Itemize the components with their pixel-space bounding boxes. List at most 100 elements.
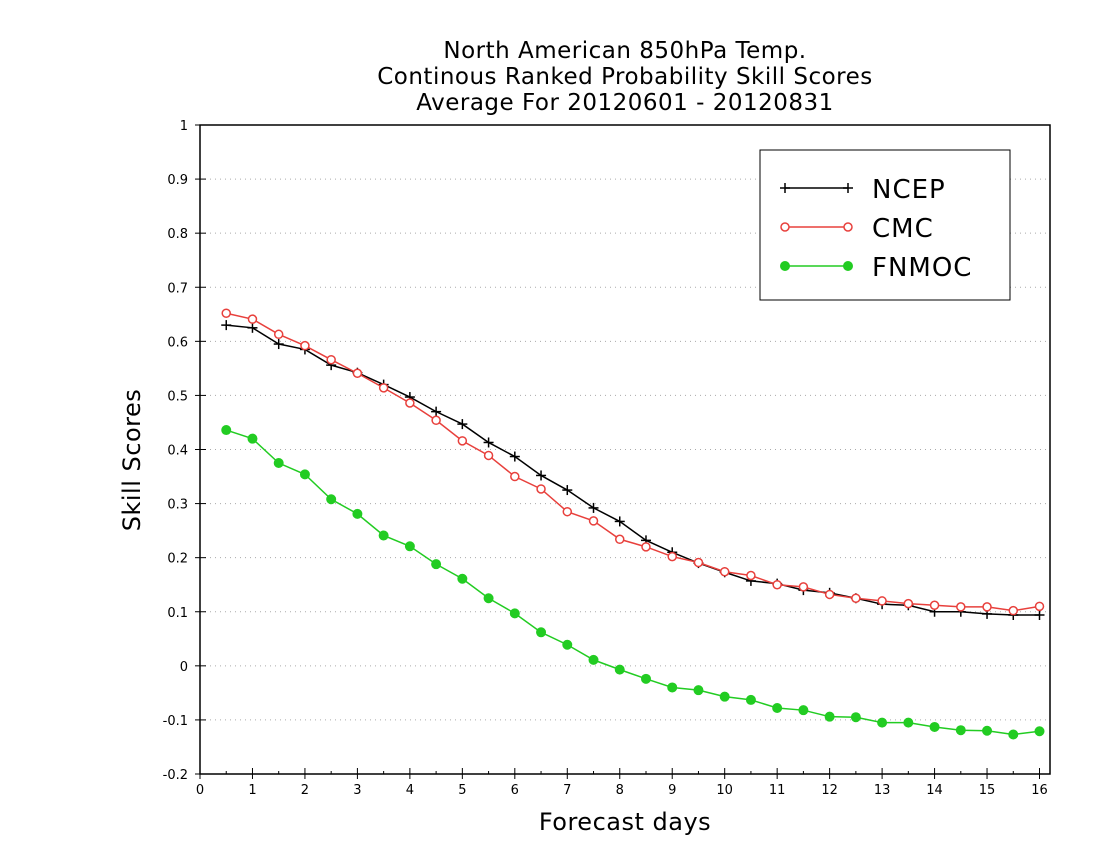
data-point-ncep	[221, 320, 232, 331]
data-point-cmc	[273, 329, 284, 340]
data-point-cmc	[851, 593, 861, 603]
data-point-ncep	[431, 406, 442, 417]
x-tick-label: 6	[511, 783, 519, 798]
data-point-fnmoc	[404, 541, 415, 552]
data-point-cmc	[693, 557, 704, 568]
data-point-cmc	[641, 542, 651, 552]
data-point-ncep	[273, 339, 284, 350]
data-point-cmc	[615, 534, 625, 545]
data-point-cmc	[903, 598, 914, 609]
data-point-ncep	[247, 322, 258, 333]
chart-title-line-3: Average For 20120601 - 20120831	[416, 90, 834, 116]
data-point-cmc	[772, 579, 782, 590]
data-point-fnmoc	[483, 593, 494, 604]
data-point-ncep	[509, 451, 520, 462]
legend-label-fnmoc: FNMOC	[872, 253, 972, 283]
data-point-fnmoc	[326, 494, 337, 505]
x-tick-label: 12	[821, 783, 838, 798]
data-point-cmc	[510, 471, 520, 482]
data-point-fnmoc	[798, 705, 809, 716]
x-tick-label: 4	[406, 783, 414, 798]
x-axis-label: Forecast days	[538, 808, 712, 836]
x-tick-label: 5	[458, 783, 466, 798]
series-fnmoc	[221, 425, 1045, 740]
y-tick-label: -0.1	[163, 714, 188, 729]
chart-title-line-1: North American 850hPa Temp.	[443, 38, 807, 64]
data-point-cmc	[405, 398, 415, 408]
legend-item-cmc: CMC	[780, 214, 934, 244]
data-point-fnmoc	[457, 573, 468, 584]
x-tick-label: 9	[668, 783, 676, 798]
data-point-ncep	[562, 485, 573, 496]
legend-label-ncep: NCEP	[872, 175, 946, 205]
data-point-cmc	[221, 308, 231, 318]
data-point-cmc	[929, 600, 940, 611]
data-point-fnmoc	[614, 664, 625, 675]
y-tick-label: 0.7	[167, 281, 188, 296]
data-point-fnmoc	[772, 703, 783, 714]
x-tick-label: 7	[563, 783, 571, 798]
y-tick-label: 0.6	[167, 335, 188, 350]
data-point-cmc	[247, 314, 258, 324]
y-axis-ticks: -0.2 -0.1 0 0.1 0.2 0.3 0.4 0.5 0.6 0.7 0.8 0.9 1	[163, 119, 206, 783]
y-tick-label: 0.1	[167, 606, 188, 621]
legend-marker	[843, 222, 853, 232]
data-point-fnmoc	[221, 425, 232, 436]
x-tick-label: 1	[248, 783, 256, 798]
data-point-ncep	[483, 437, 494, 448]
y-tick-label: 0	[180, 660, 188, 675]
data-point-cmc	[326, 354, 336, 365]
x-tick-label: 15	[979, 783, 996, 798]
y-tick-label: 0.8	[167, 227, 188, 242]
data-point-fnmoc	[588, 654, 599, 665]
data-point-fnmoc	[640, 673, 651, 684]
data-point-cmc	[536, 484, 546, 494]
data-point-fnmoc	[1008, 729, 1019, 740]
data-point-fnmoc	[824, 711, 835, 722]
data-point-fnmoc	[1034, 726, 1045, 737]
data-point-ncep	[1034, 609, 1045, 620]
legend: NCEP CMC FNMOC	[759, 149, 1011, 301]
legend-marker	[843, 183, 853, 193]
y-tick-label: 0.2	[167, 552, 188, 567]
data-point-cmc	[588, 516, 599, 526]
data-point-cmc	[378, 383, 389, 393]
y-tick-label: 0.3	[167, 498, 188, 513]
data-point-cmc	[667, 551, 677, 562]
legend-label-cmc: CMC	[872, 214, 934, 244]
x-tick-label: 3	[353, 783, 361, 798]
data-point-cmc	[982, 602, 992, 612]
data-point-cmc	[352, 368, 363, 378]
legend-item-fnmoc: FNMOC	[780, 253, 972, 283]
data-point-fnmoc	[273, 458, 284, 469]
data-point-cmc	[300, 340, 310, 351]
legend-marker	[780, 183, 790, 193]
legend-marker	[843, 261, 853, 271]
x-tick-label: 0	[196, 783, 204, 798]
data-point-fnmoc	[693, 685, 704, 696]
data-point-fnmoc	[982, 725, 993, 736]
y-tick-label: 0.4	[167, 444, 188, 459]
data-point-fnmoc	[536, 627, 547, 638]
y-tick-label: 0.5	[167, 389, 188, 404]
x-tick-label: 13	[874, 783, 891, 798]
data-point-ncep	[588, 502, 599, 513]
data-point-fnmoc	[929, 721, 940, 732]
x-axis-ticks: 0 1 2 3 4 5 6 7 8 9 10 11 12 13 14 15 16	[196, 768, 1048, 798]
legend-box	[759, 149, 1011, 301]
data-point-cmc	[877, 596, 887, 606]
data-point-fnmoc	[667, 682, 678, 693]
data-point-fnmoc	[850, 712, 861, 723]
x-tick-label: 16	[1031, 783, 1048, 798]
data-point-cmc	[719, 566, 730, 577]
legend-marker	[780, 261, 790, 271]
series-line-cmc	[226, 312, 1040, 612]
x-tick-label: 11	[769, 783, 786, 798]
data-point-cmc	[798, 582, 809, 592]
data-point-cmc	[1008, 605, 1019, 616]
data-point-cmc	[562, 506, 573, 517]
data-point-fnmoc	[431, 559, 442, 570]
data-point-fnmoc	[378, 530, 389, 541]
y-tick-label: 1	[180, 119, 188, 134]
